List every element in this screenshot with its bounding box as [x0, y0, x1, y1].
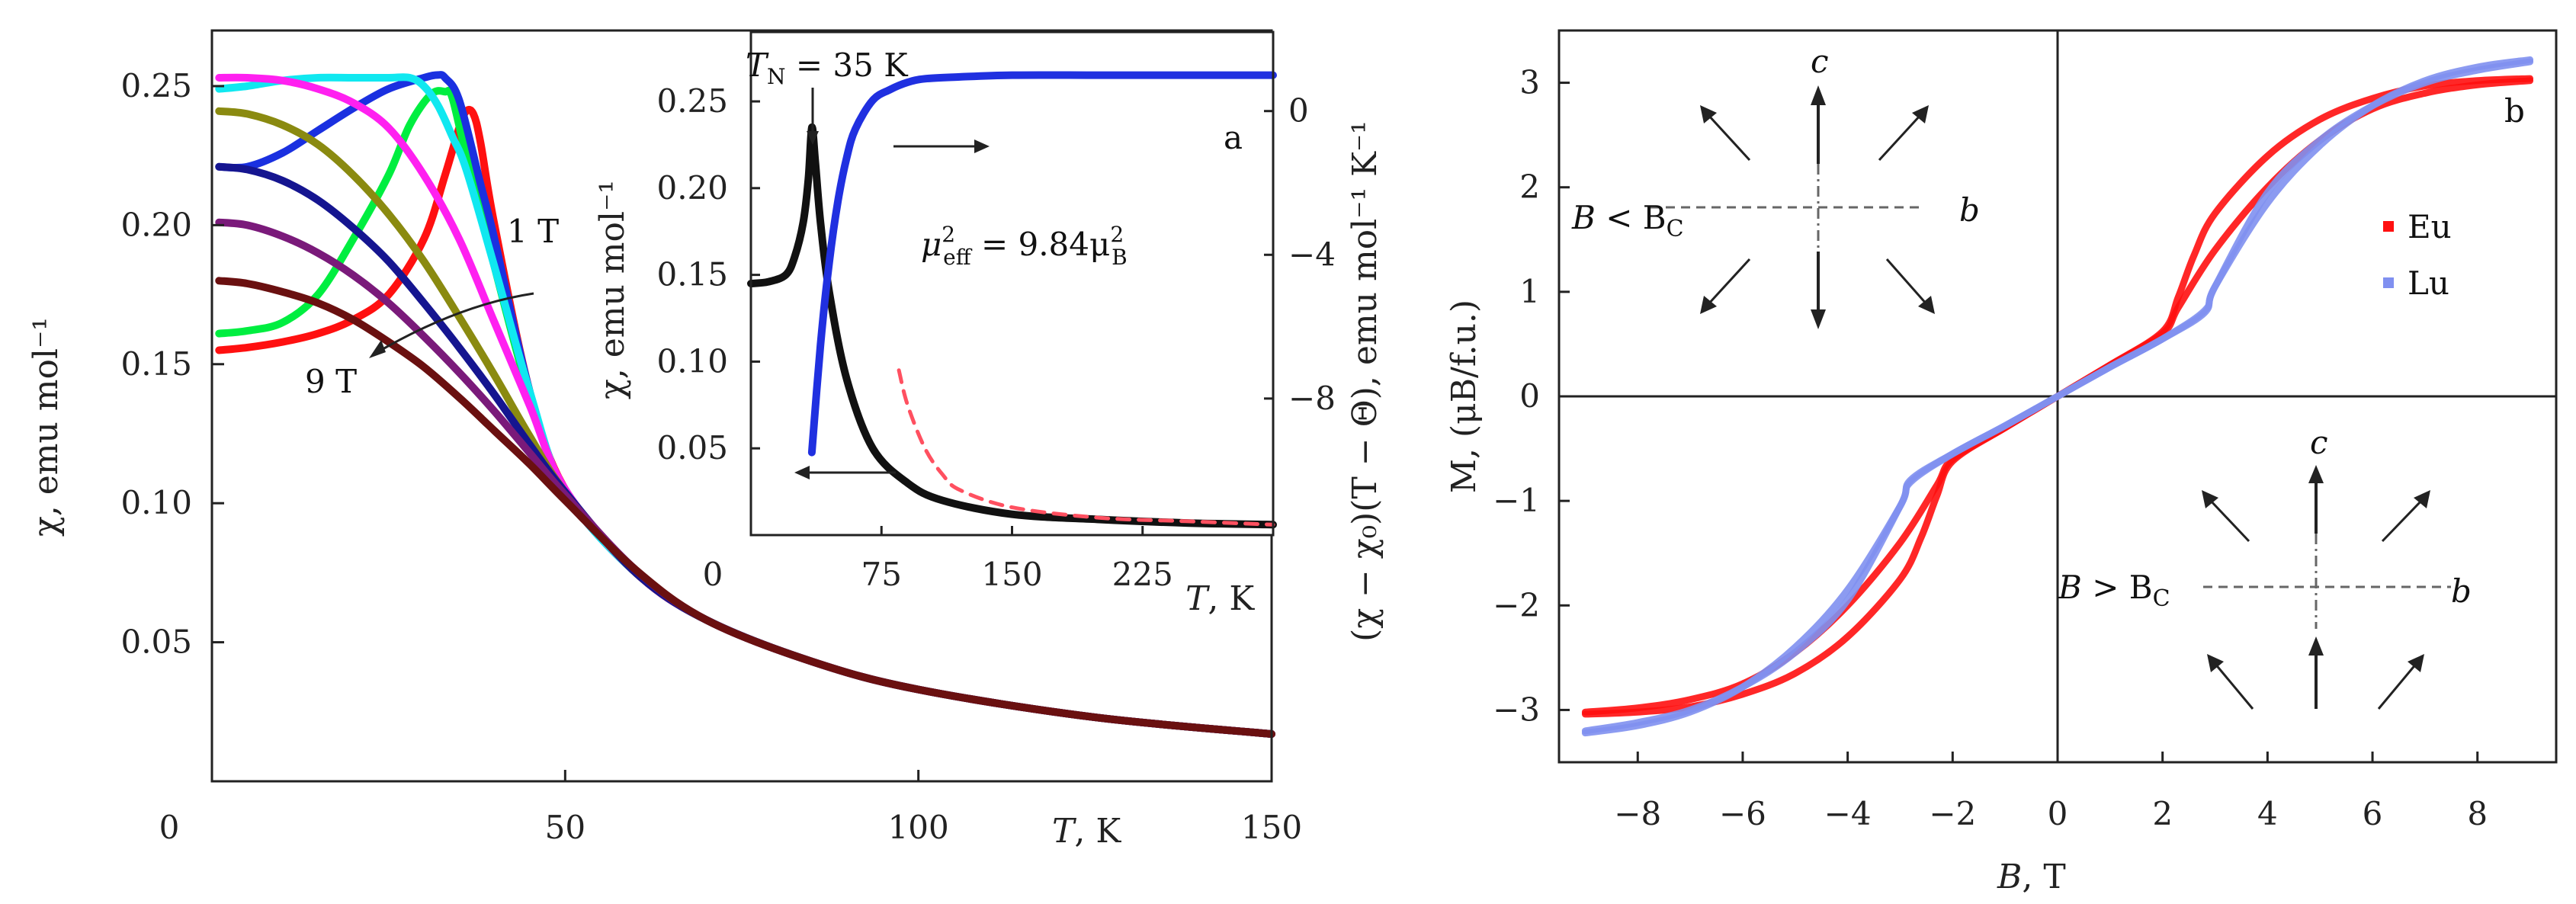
inset-panel-label-a: a: [1224, 119, 1243, 156]
inset-y2-tick-label--4: −4: [1288, 236, 1336, 273]
magnetization-series-group: [1581, 56, 2534, 737]
inset-x-tick-label-0: 0: [703, 556, 723, 593]
right-x-tick-label--8: −8: [1614, 795, 1661, 832]
inset-y2-tick-label--8: −8: [1288, 380, 1336, 417]
right-y-tick-label-3: 3: [1519, 64, 1540, 101]
right-x-tick-label-6: 6: [2363, 795, 2383, 832]
x-tick-label-50: 50: [545, 809, 585, 846]
right-x-tick-label--4: −4: [1824, 795, 1872, 832]
low-field-condition: B < BC: [1571, 199, 1684, 242]
right-y-tick-label--3: −3: [1493, 691, 1540, 728]
inset-x-tick-label-150: 150: [981, 556, 1042, 593]
inset-y-tick-label-0.05: 0.05: [656, 429, 728, 466]
inset-series-curie-product: [807, 71, 1277, 457]
annotation-mu-eff: μ2 eff = 9.84μ2 B: [921, 222, 1128, 270]
legend-label-eu: Eu: [2408, 208, 2452, 245]
inset-x-tick-label-75: 75: [861, 556, 902, 593]
field-direction-arrow: [373, 292, 534, 356]
spin-diagram-low-field: c b B < BC: [1571, 43, 1980, 329]
series-line-9-t: [215, 277, 1275, 738]
inset-x-tick-label-225: 225: [1112, 556, 1173, 593]
right-y-axis-label: M, (μB/f.u.): [1445, 300, 1484, 493]
annotation-9t: 9 T: [305, 363, 357, 400]
spin-axis-c-upper: c: [1811, 43, 1829, 80]
legend-marker-lu: [2383, 277, 2394, 288]
panel-label-b: b: [2504, 92, 2525, 130]
legend-label-lu: Lu: [2408, 264, 2449, 302]
y-tick-label-0.15: 0.15: [120, 345, 192, 383]
inset-y2-axis-label: (χ − χ₀)(T − Θ), emu mol⁻¹ K⁻¹: [1346, 120, 1384, 642]
legend-marker-eu: [2383, 221, 2394, 232]
y-tick-label-0.05: 0.05: [120, 624, 192, 661]
y-tick-label-0.2: 0.20: [120, 206, 192, 243]
right-ticks: −8 −6 −4 −2 0 2 4 6 8 −3 −2 −1 0 1 2 3: [1493, 64, 2488, 832]
right-x-tick-label-2: 2: [2152, 795, 2173, 832]
magnetization-chart: −8 −6 −4 −2 0 2 4 6 8 −3 −2 −1 0 1 2 3 B, T M, (μB/f.u.…: [1445, 29, 2558, 896]
spin-axis-b-lower: b: [2451, 572, 2472, 610]
x-tick-label-0: 0: [159, 809, 180, 846]
inset-y-tick-label-0.15: 0.15: [656, 256, 728, 293]
tn-arrow-head: [807, 131, 819, 145]
spin-axis-b-upper: b: [1959, 191, 1980, 229]
right-x-tick-label-0: 0: [2048, 795, 2068, 832]
inset-y2-tick-label-0: 0: [1288, 92, 1309, 130]
field-arrow-head: [369, 340, 386, 358]
inset-y-tick-label-0.25: 0.25: [656, 82, 728, 120]
inset-y-tick-label-0.1: 0.10: [656, 342, 728, 380]
right-x-tick-label--6: −6: [1719, 795, 1766, 832]
inset-series-chi: [747, 123, 1277, 529]
main-x-axis-label: T, K: [1052, 812, 1121, 851]
right-x-tick-label-8: 8: [2467, 795, 2488, 832]
legend: Eu Lu: [2383, 208, 2452, 302]
inset-y-axis-label: χ, emu mol⁻¹: [593, 180, 632, 399]
right-y-tick-label-2: 2: [1519, 168, 1540, 206]
x-tick-label-150: 150: [1241, 809, 1302, 846]
main-chart: 0 50 100 150 0.05 0.10 0.15 0.20 0.25 T, K χ, em…: [27, 29, 1302, 851]
high-field-condition: B > BC: [2058, 569, 2170, 612]
left-axis-arrow-head: [794, 466, 810, 479]
right-y-tick-label--2: −2: [1493, 586, 1540, 624]
main-series-group: [215, 71, 1275, 738]
x-tick-label-100: 100: [888, 809, 949, 846]
right-axis-arrow-head: [974, 139, 990, 153]
right-x-tick-label--2: −2: [1929, 795, 1976, 832]
inset-series-group: [747, 71, 1277, 529]
main-ticks: 0 50 100 150 0.05 0.10 0.15 0.20 0.25: [120, 67, 1302, 846]
inset-x-axis-label: T, K: [1185, 579, 1255, 618]
inset-series-fit: [897, 368, 1275, 527]
inset-background: [751, 32, 1273, 535]
y-tick-label-0.1: 0.10: [120, 484, 192, 521]
annotation-neel-temperature: TN = 35 K: [746, 46, 909, 89]
right-x-tick-label-4: 4: [2257, 795, 2278, 832]
spin-diagram-high-field: c b B > BC: [2058, 424, 2472, 710]
magnetization-lu-down: [1581, 58, 2534, 737]
main-y-axis-label: χ, emu mol⁻¹: [27, 317, 66, 537]
spin-axis-c-lower: c: [2310, 424, 2328, 461]
annotation-1t: 1 T: [507, 213, 559, 250]
inset-y-tick-label-0.2: 0.20: [656, 169, 728, 207]
right-y-tick-label-0: 0: [1519, 377, 1540, 415]
y-tick-label-0.25: 0.25: [120, 67, 192, 104]
right-x-axis-label: B, T: [1997, 858, 2066, 896]
inset-ticks: 0 75 150 225 0.05 0.10 0.15 0.20 0.25 0 −4 −8: [656, 82, 1335, 593]
right-y-tick-label--1: −1: [1493, 482, 1540, 519]
right-y-tick-label-1: 1: [1519, 273, 1540, 310]
